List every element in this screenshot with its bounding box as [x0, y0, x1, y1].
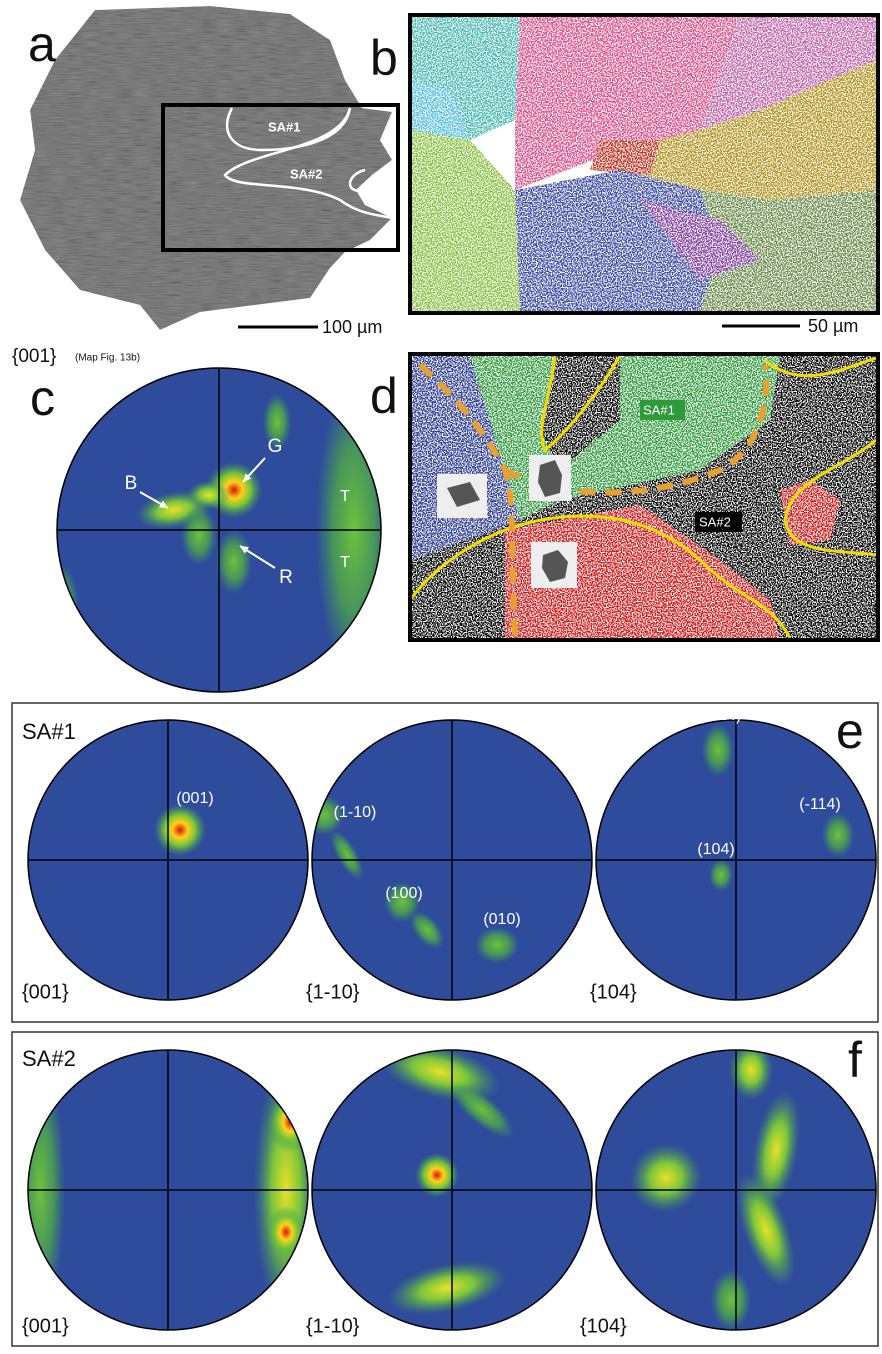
- panel-title: SA#2: [22, 1046, 76, 1071]
- peak-label: (0-14): [699, 707, 742, 724]
- peak-label: (104): [697, 841, 734, 858]
- density: [154, 804, 206, 856]
- peak-label: B: [125, 473, 138, 494]
- body: {"panels":{ "a":{"label":"a","regions":[…: [0, 0, 882, 1349]
- peak-label: (100): [385, 885, 422, 902]
- scale-label: 50 µm: [808, 316, 858, 336]
- panel-label: b: [370, 30, 398, 86]
- figure: a SA#1 SA#2 100 µm b 50 µm {001} (Map Fi…: [0, 0, 882, 1349]
- peak-label: (1-10): [334, 804, 377, 821]
- density-blob: [216, 530, 252, 594]
- density-blob: [187, 481, 231, 509]
- peak-label: {1-10}: [306, 981, 360, 1003]
- peak-label: R: [279, 567, 293, 588]
- peak-label: G: [268, 436, 283, 457]
- density-blob: [822, 813, 854, 857]
- region-label: SA#1: [643, 402, 675, 417]
- peak-label: {104}: [590, 981, 637, 1003]
- peak-label: T: [340, 488, 350, 505]
- density-blob: [43, 565, 79, 645]
- page: Figure html,body{margin:0;padding:0;back…: [0, 0, 882, 1349]
- panel-label: c: [30, 370, 55, 426]
- pole-figure: {1-10}: [306, 1031, 592, 1337]
- region-label: SA#2: [699, 514, 731, 529]
- peak-label: {001}: [22, 981, 69, 1003]
- projection-label: {001}: [12, 346, 56, 367]
- grain: [412, 130, 520, 311]
- density-blob: [702, 724, 734, 776]
- panel-label: e: [836, 703, 864, 759]
- density-blob: [181, 505, 217, 565]
- specimen-image: [20, 6, 392, 330]
- note: (Map Fig. 13b): [75, 353, 140, 364]
- grain: [590, 140, 660, 175]
- density-blob: [711, 1270, 751, 1330]
- peak-label: (-114): [799, 796, 841, 813]
- pole-figure: B G R T T: [43, 368, 392, 692]
- density-blob: [266, 1206, 306, 1258]
- peak-label: {104}: [580, 1315, 627, 1337]
- scale-label: 100 µm: [322, 317, 382, 337]
- peak-label: (001): [176, 790, 213, 807]
- density-blob: [709, 859, 733, 891]
- pole-figure: {104}: [590, 720, 876, 1003]
- region-label: SA#1: [268, 119, 301, 134]
- panel-label: a: [28, 16, 56, 72]
- orientation-map: [412, 17, 876, 311]
- region-label: SA#2: [290, 166, 323, 181]
- peak-label: {1-10}: [306, 1315, 360, 1337]
- peak-label: (010): [483, 911, 520, 928]
- pole-figure: {001}: [22, 720, 308, 1003]
- pole-figure: {1-10}: [304, 720, 592, 1003]
- density-blob: [475, 927, 519, 963]
- panel-title: SA#1: [22, 719, 76, 744]
- pole-figure: {001}: [15, 1050, 318, 1337]
- peak-label: T: [340, 554, 350, 571]
- panel-label: f: [848, 1032, 862, 1088]
- pole-figure: {104}: [580, 1040, 876, 1337]
- panel-label: d: [370, 368, 398, 424]
- phase-map: [410, 356, 876, 638]
- peak-label: {001}: [22, 1315, 69, 1337]
- density-blob: [154, 804, 206, 856]
